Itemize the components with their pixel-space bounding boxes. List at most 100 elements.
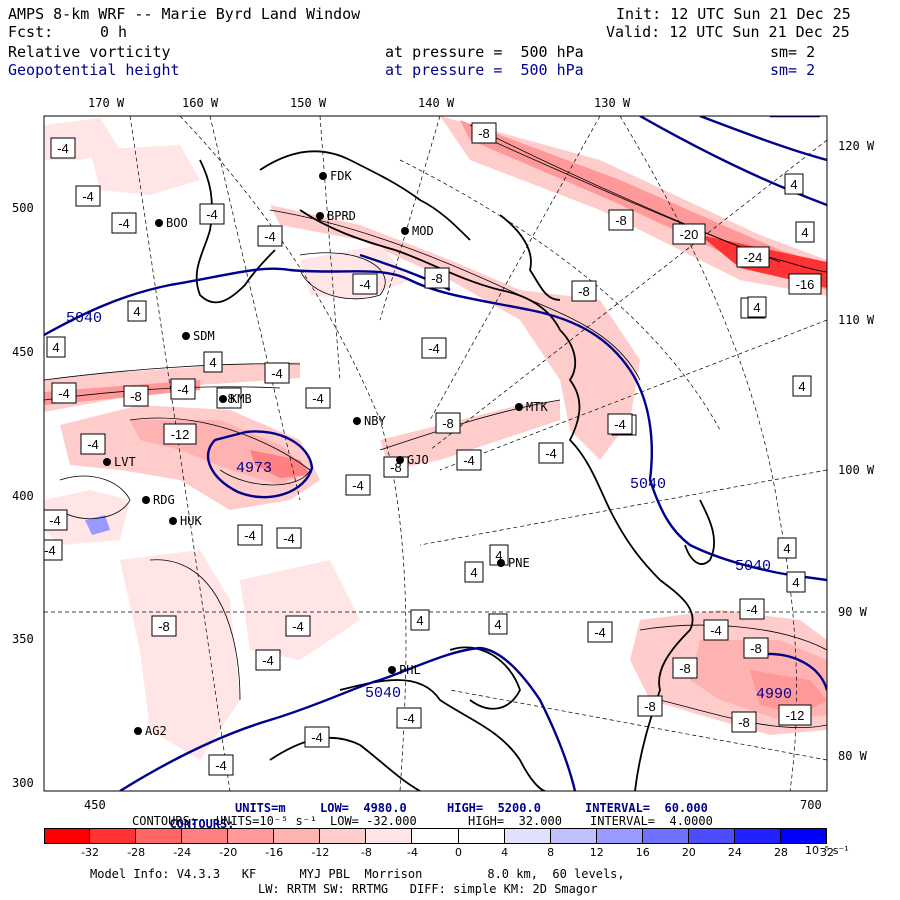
station-label: LVT (114, 455, 136, 469)
vorticity-box: 4 (488, 613, 508, 635)
model-info: Model Info: V4.3.3 KF MYJ PBL Morrison 8… (90, 867, 625, 881)
y-tick-label: 500 (12, 201, 34, 215)
vorticity-box: -4 (538, 442, 564, 464)
vorticity-box: -8 (123, 385, 149, 407)
model-physics: LW: RRTM SW: RRTMG DIFF: simple KM: 2D S… (258, 882, 598, 896)
vorticity-box-label: 4 (133, 304, 140, 319)
colorbar-segment (412, 828, 459, 844)
colorbar-segment (550, 828, 597, 844)
colorbar-tick: -12 (311, 846, 330, 859)
colorbar-tick: 28 (773, 846, 788, 859)
station-dot (169, 517, 177, 525)
vorticity-box-label: 4 (790, 177, 797, 192)
colorbar-segment (780, 828, 827, 844)
vorticity-box: -16 (788, 273, 822, 295)
vorticity-box-label: 4 (495, 548, 502, 563)
vorticity-box: -8 (471, 122, 497, 144)
station-dot (401, 227, 409, 235)
vorticity-box-label: 4 (798, 379, 805, 394)
colorbar-units: 10⁻⁵ s⁻¹ (805, 844, 849, 857)
vorticity-box: -4 (237, 524, 263, 546)
colorbar-tick: 12 (589, 846, 604, 859)
vorticity-contours-info: CONTOURS: (132, 814, 198, 828)
colorbar-segment (642, 828, 689, 844)
vorticity-box: -4 (44, 539, 63, 561)
station-markers (103, 172, 523, 735)
colorbar-segment (44, 828, 91, 844)
valid-time: Valid: 12 UTC Sun 21 Dec 25 (606, 23, 850, 41)
vorticity-box: -8 (608, 209, 634, 231)
station-dot (396, 456, 404, 464)
vorticity-box-label: 4 (52, 340, 59, 355)
vorticity-box-label: -12 (786, 708, 805, 723)
field1-smoothing: sm= 2 (770, 43, 816, 61)
colorbar-tick: 16 (635, 846, 650, 859)
vorticity-box-label: -8 (644, 699, 656, 714)
colorbar-tick: 24 (727, 846, 742, 859)
init-time: Init: 12 UTC Sun 21 Dec 25 (616, 5, 851, 23)
y-tick-label: 400 (12, 489, 34, 503)
vorticity-box: -8 (731, 711, 757, 733)
station-dot (353, 417, 361, 425)
vorticity-box: 4 (747, 296, 767, 318)
vorticity-box-label: -4 (359, 277, 371, 292)
vorticity-box-label: 4 (801, 225, 808, 240)
height-label: 5040 (630, 476, 666, 493)
vorticity-box-label: -4 (49, 513, 61, 528)
vorticity-box-label: -4 (403, 711, 415, 726)
vorticity-box-label: -8 (431, 271, 443, 286)
y-tick-label: 300 (12, 776, 34, 790)
colorbar-segment (136, 828, 183, 844)
lon-label: 110 W (838, 313, 875, 327)
vorticity-box: -4 (456, 449, 482, 471)
vorticity-box-label: -8 (130, 389, 142, 404)
vorticity-box: -4 (75, 185, 101, 207)
colorbar-tick: -16 (265, 846, 284, 859)
vorticity-box-label: -4 (82, 189, 94, 204)
vorticity-interval: INTERVAL= 4.0000 (590, 814, 713, 828)
vorticity-box-label: -4 (352, 478, 364, 493)
vorticity-box-label: -4 (614, 417, 626, 432)
colorbar-tick: -28 (127, 846, 146, 859)
vorticity-box: 4 (46, 336, 66, 358)
vorticity-box: -4 (739, 598, 765, 620)
vorticity-box-label: -4 (710, 623, 722, 638)
colorbar-tick: 20 (681, 846, 696, 859)
station-dot (155, 219, 163, 227)
map-title: AMPS 8-km WRF -- Marie Byrd Land Window (8, 5, 361, 23)
coastline (195, 150, 715, 791)
x-tick-label: 450 (84, 798, 106, 812)
station-label: BOO (166, 216, 188, 230)
colorbar-segment (228, 828, 275, 844)
vorticity-box: 4 (464, 561, 484, 583)
vorticity-box: -4 (257, 225, 283, 247)
vorticity-box: -12 (778, 704, 812, 726)
field2-name: Geopotential height (8, 61, 180, 79)
vorticity-box-label: -4 (283, 531, 295, 546)
station-dot (219, 395, 227, 403)
station-label: HUK (180, 514, 202, 528)
station-dot (319, 172, 327, 180)
vorticity-box: 4 (786, 571, 806, 593)
height-label: 4990 (756, 686, 792, 703)
lon-label: 90 W (838, 605, 867, 619)
vorticity-fill (44, 116, 827, 760)
vorticity-box-label: -8 (738, 715, 750, 730)
vorticity-box: -4 (170, 378, 196, 400)
vorticity-box: -4 (264, 362, 290, 384)
colorbar-segment (458, 828, 505, 844)
vorticity-box-label: -4 (292, 619, 304, 634)
vorticity-box-label: -4 (594, 625, 606, 640)
vorticity-box: -4 (51, 382, 77, 404)
height-label: 5040 (365, 685, 401, 702)
y-tick-label: 450 (12, 345, 34, 359)
vorticity-box-label: -4 (87, 437, 99, 452)
vorticity-box: -4 (276, 527, 302, 549)
colorbar-tick: -4 (406, 846, 418, 859)
vorticity-box-label: 4 (209, 355, 216, 370)
station-label: MTK (526, 400, 548, 414)
vorticity-box-label: -4 (746, 602, 758, 617)
height-labels: 5040 5040 5040 5040 4973 4990 (66, 310, 792, 703)
vorticity-box: -8 (672, 657, 698, 679)
